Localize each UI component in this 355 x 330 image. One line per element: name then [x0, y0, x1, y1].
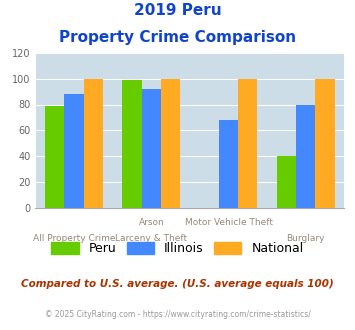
Text: 2019 Peru: 2019 Peru: [134, 3, 221, 18]
Bar: [84, 79, 103, 208]
Bar: [161, 79, 180, 208]
Bar: [219, 120, 238, 208]
Bar: [315, 79, 335, 208]
Text: Motor Vehicle Theft: Motor Vehicle Theft: [185, 218, 273, 227]
Bar: [277, 156, 296, 208]
Bar: [296, 105, 315, 208]
Text: Arson: Arson: [138, 218, 164, 227]
Bar: [238, 79, 257, 208]
Bar: [122, 80, 142, 208]
Bar: [45, 106, 65, 208]
Text: Burglary: Burglary: [286, 234, 325, 243]
Bar: [142, 89, 161, 208]
Text: Larceny & Theft: Larceny & Theft: [115, 234, 187, 243]
Text: Compared to U.S. average. (U.S. average equals 100): Compared to U.S. average. (U.S. average …: [21, 279, 334, 289]
Text: © 2025 CityRating.com - https://www.cityrating.com/crime-statistics/: © 2025 CityRating.com - https://www.city…: [45, 310, 310, 319]
Text: All Property Crime: All Property Crime: [33, 234, 115, 243]
Text: Property Crime Comparison: Property Crime Comparison: [59, 30, 296, 45]
Legend: Peru, Illinois, National: Peru, Illinois, National: [47, 237, 308, 260]
Bar: [65, 94, 84, 208]
